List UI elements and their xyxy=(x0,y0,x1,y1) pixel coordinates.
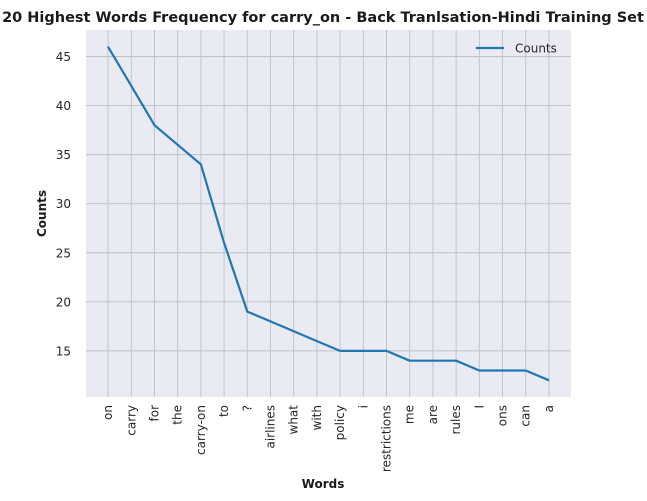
x-tick-label: policy xyxy=(333,405,347,440)
x-tick-label: to xyxy=(217,405,231,417)
legend: Counts xyxy=(476,42,557,56)
series-line-counts xyxy=(107,46,550,382)
x-tick-label: i xyxy=(356,405,370,408)
y-tick-label: 35 xyxy=(56,148,71,162)
x-ticks: on carry for the carry-on to? airlines what with… xyxy=(101,405,556,472)
x-tick-label: carry-on xyxy=(194,405,208,455)
x-tick-label: airlines xyxy=(263,405,277,449)
data-points xyxy=(108,46,549,381)
x-tick-label: rules xyxy=(449,405,463,435)
x-tick-label: with xyxy=(310,405,324,430)
y-tick-label: 40 xyxy=(56,99,71,113)
x-tick-label: I xyxy=(472,405,486,409)
x-tick-label: can xyxy=(519,405,533,427)
y-tick-label: 30 xyxy=(56,197,71,211)
x-tick-label: ons xyxy=(496,405,510,426)
y-axis-label: Counts xyxy=(35,190,49,237)
y-tick-label: 20 xyxy=(56,295,71,309)
y-tick-label: 25 xyxy=(56,246,71,260)
x-tick-label: restrictions xyxy=(380,405,394,472)
chart-title: 20 Highest Words Frequency for carry_on … xyxy=(2,10,644,26)
x-tick-label: on xyxy=(101,405,115,420)
y-ticks: 15 20 25 30 35 40 45 xyxy=(56,50,71,358)
x-tick-label: me xyxy=(403,405,417,424)
y-tick-label: 15 xyxy=(56,344,71,358)
x-tick-label: a xyxy=(542,405,556,412)
x-tick-label: for xyxy=(147,405,161,422)
plot-area xyxy=(86,30,571,397)
legend-label: Counts xyxy=(515,42,557,56)
x-tick-label: are xyxy=(426,405,440,424)
x-tick-label: ? xyxy=(240,405,254,411)
x-tick-label: what xyxy=(287,405,301,435)
x-axis-label: Words xyxy=(302,477,345,491)
x-tick-label: the xyxy=(171,405,185,425)
grid xyxy=(86,30,571,397)
x-tick-label: carry xyxy=(124,405,138,436)
y-tick-label: 45 xyxy=(56,50,71,64)
